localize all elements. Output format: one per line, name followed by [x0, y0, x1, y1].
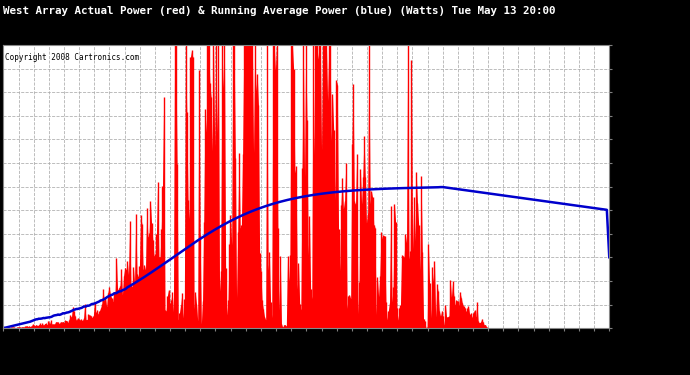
Text: West Array Actual Power (red) & Running Average Power (blue) (Watts) Tue May 13 : West Array Actual Power (red) & Running … — [3, 6, 556, 16]
Text: Copyright 2008 Cartronics.com: Copyright 2008 Cartronics.com — [5, 54, 139, 63]
